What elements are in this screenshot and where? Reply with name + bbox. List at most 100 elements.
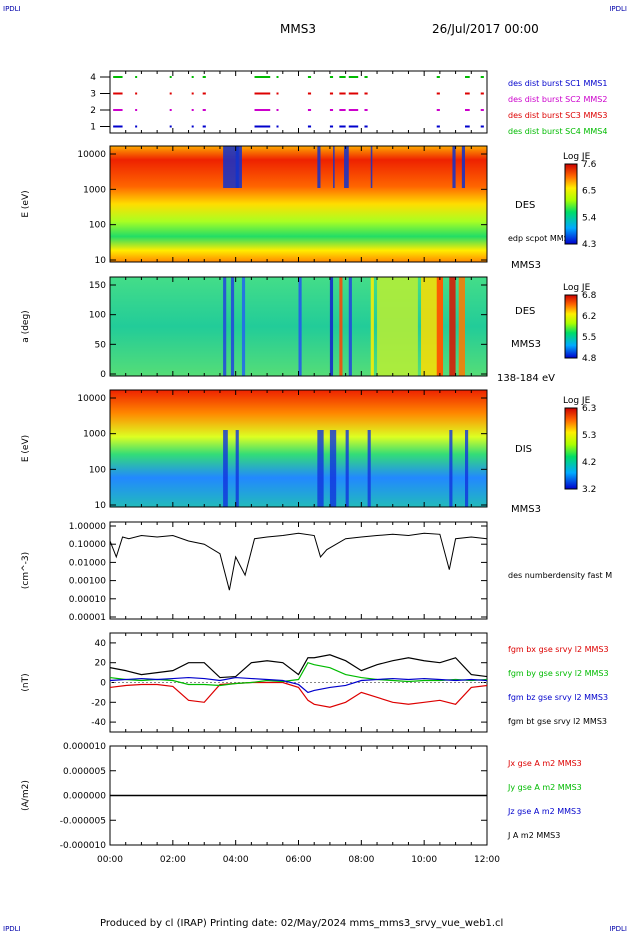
- dis-energy-dropout: [317, 430, 324, 507]
- density-series-line: [109, 532, 488, 591]
- bfield-legend-entry: fgm bx gse srvy l2 MMS3: [508, 645, 609, 654]
- burst-mark: [169, 76, 172, 78]
- burst-mark: [348, 125, 359, 128]
- des-pitch-colorbar-tick-label: 5.5: [582, 333, 596, 343]
- des-pitch-band: [241, 277, 246, 376]
- burst-mark: [113, 109, 123, 111]
- burst-mark: [348, 109, 359, 111]
- des-energy-dropout: [223, 146, 239, 188]
- des-pitch-band: [370, 277, 374, 376]
- des-pitch-sc: MMS3: [511, 339, 541, 350]
- burst-mark: [480, 109, 484, 111]
- burst-mark: [276, 109, 279, 111]
- des-energy-dropout: [235, 146, 242, 188]
- dis-energy-tick-label: 10000: [77, 394, 106, 404]
- dis-energy-dropout: [465, 430, 469, 507]
- burst-mark: [307, 109, 312, 111]
- burst-tick-label: 3: [90, 90, 96, 100]
- des-energy-tick-label: 10: [95, 256, 107, 266]
- burst-mark: [169, 109, 172, 111]
- burst-legend-entry: des dist burst SC3 MMS3: [508, 111, 607, 120]
- dis-energy-sc: MMS3: [511, 504, 541, 515]
- burst-mark: [339, 125, 346, 128]
- burst-mark: [113, 76, 123, 78]
- burst-mark: [191, 125, 194, 128]
- bfield-tick-label: 0: [100, 679, 106, 689]
- des-energy-sc: MMS3: [511, 260, 541, 271]
- des-energy-tick-label: 10000: [77, 150, 106, 160]
- burst-legend-entry: des dist burst SC2 MMS2: [508, 95, 607, 104]
- des-energy-ylabel: E (eV): [21, 190, 31, 217]
- des-pitch-band: [377, 277, 418, 376]
- des-energy-dropout: [333, 146, 335, 188]
- burst-mark: [169, 125, 172, 128]
- bfield-tick-label: 20: [95, 659, 107, 669]
- burst-tick-label: 1: [90, 123, 96, 133]
- dis-energy-colorbar-title: Log JE: [563, 396, 591, 406]
- des-energy-spectrogram: [110, 146, 487, 262]
- burst-mark: [202, 76, 206, 78]
- dis-energy-dropout: [235, 430, 239, 507]
- current-tick-label: 0.000010: [63, 742, 106, 752]
- des-pitch-colorbar-tick-label: 4.8: [582, 354, 597, 364]
- des-pitch-band: [348, 277, 352, 376]
- burst-mark: [202, 125, 206, 128]
- current-tick-label: 0.000005: [63, 767, 106, 777]
- corner-label-top-right: IPDLI: [609, 5, 627, 13]
- burst-legend-entry: des dist burst SC1 MMS1: [508, 79, 607, 88]
- des-energy-instrument: DES: [515, 200, 535, 211]
- burst-mark: [339, 76, 346, 78]
- corner-label-bottom-left: IPDLI: [3, 925, 21, 933]
- des-energy-dropout: [317, 146, 321, 188]
- corner-label-top-left: IPDLI: [3, 5, 21, 13]
- burst-mark: [113, 125, 123, 128]
- bfield-legend-entry: fgm by gse srvy l2 MMS3: [508, 669, 609, 678]
- density-tick-label: 0.00010: [69, 595, 106, 605]
- burst-mark: [436, 92, 440, 95]
- burst-mark: [364, 125, 368, 128]
- burst-mark: [348, 76, 359, 78]
- current-tick-label: 0.000000: [63, 792, 106, 802]
- des-pitch-instrument: DES: [515, 306, 535, 317]
- bfield-tick-label: -20: [91, 698, 106, 708]
- des-energy-colorbar-tick-label: 5.4: [582, 213, 597, 223]
- burst-mark: [480, 92, 484, 95]
- burst-mark: [307, 125, 312, 128]
- dis-energy-colorbar-tick-label: 4.2: [582, 458, 596, 468]
- time-tick-label: 04:00: [223, 855, 249, 865]
- bfield-series-line: [109, 661, 488, 687]
- dis-energy-dropout: [345, 430, 349, 507]
- density-tick-label: 0.00100: [69, 577, 106, 587]
- time-tick-label: 00:00: [97, 855, 123, 865]
- burst-mark: [276, 76, 279, 78]
- burst-mark: [465, 125, 470, 128]
- des-energy-colorbar-tick-label: 7.6: [582, 160, 597, 170]
- burst-mark: [436, 125, 440, 128]
- bfield-legend-entry: fgm bt gse srvy l2 MMS3: [508, 717, 607, 726]
- des-energy-dropout: [452, 146, 456, 188]
- burst-mark: [191, 92, 194, 95]
- burst-mark: [364, 109, 368, 111]
- current-legend-entry: J A m2 MMS3: [507, 831, 560, 840]
- bfield-series-line: [109, 676, 488, 694]
- dis-energy-spectrogram: [110, 390, 487, 507]
- dis-energy-tick-label: 10: [95, 501, 107, 511]
- corner-label-bottom-right: IPDLI: [609, 925, 627, 933]
- density-legend-entry: des numberdensity fast M: [508, 571, 612, 580]
- current-legend-entry: Jy gse A m2 MMS3: [507, 783, 582, 792]
- spacecraft-title: MMS3: [280, 22, 316, 36]
- burst-mark: [307, 76, 312, 78]
- dis-energy-dropout: [329, 430, 337, 507]
- dis-energy-tick-label: 100: [89, 465, 106, 475]
- burst-mark: [364, 76, 368, 78]
- burst-legend-entry: des dist burst SC4 MMS4: [508, 127, 607, 136]
- time-tick-label: 10:00: [411, 855, 437, 865]
- burst-mark: [254, 125, 271, 128]
- burst-mark: [329, 125, 334, 128]
- burst-mark: [465, 109, 470, 111]
- dis-energy-tick-label: 1000: [83, 430, 106, 440]
- burst-mark: [191, 76, 194, 78]
- burst-mark: [202, 109, 206, 111]
- burst-mark: [465, 92, 470, 95]
- current-tick-label: -0.000005: [60, 816, 106, 826]
